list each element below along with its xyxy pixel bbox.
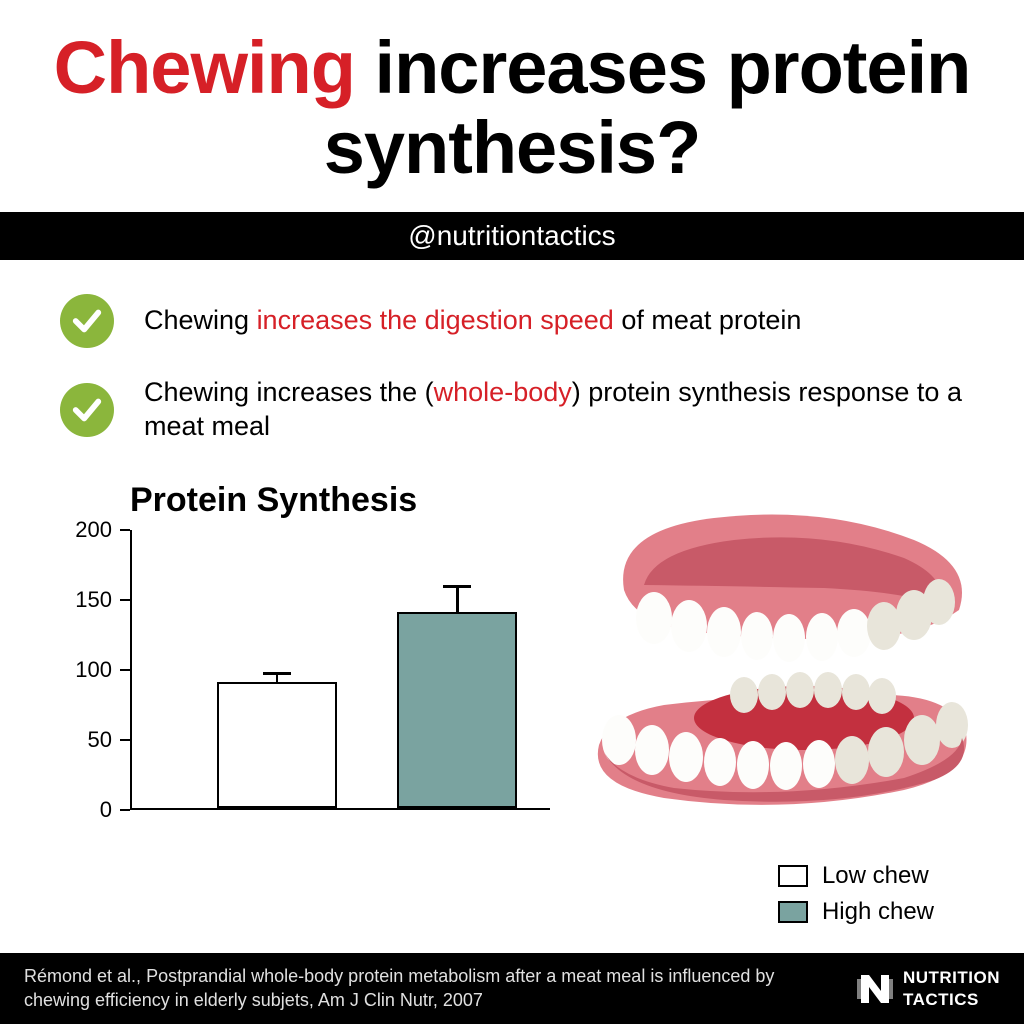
y-tick-mark — [120, 669, 130, 671]
legend: Low chew High chew — [778, 862, 934, 934]
brand-line1: NUTRITION — [903, 967, 1000, 989]
legend-item: Low chew — [778, 862, 934, 890]
legend-label: High chew — [822, 898, 934, 926]
bullet-row: Chewing increases the (whole-body) prote… — [60, 376, 964, 444]
y-tick-label: 200 — [75, 517, 112, 543]
bullet-list: Chewing increases the digestion speed of… — [0, 260, 1024, 482]
brand-icon — [855, 969, 895, 1009]
error-bar — [276, 673, 279, 684]
plot-area — [130, 530, 550, 810]
handle-text: @nutritiontactics — [408, 220, 615, 251]
bullet-text: Chewing increases the digestion speed of… — [144, 304, 801, 338]
title-highlight: Chewing — [54, 26, 355, 109]
chart-bar — [397, 612, 517, 808]
brand-logo: NUTRITION TACTICS — [855, 967, 1000, 1011]
chart-area: Protein Synthesis 0 50 100 150 200 — [40, 481, 560, 820]
legend-label: Low chew — [822, 862, 929, 890]
legend-item: High chew — [778, 898, 934, 926]
teeth-illustration — [564, 500, 984, 815]
chart-bar — [217, 682, 337, 808]
error-cap — [263, 672, 291, 675]
chart-canvas: 050100150200 — [60, 530, 560, 820]
footer-bar: Rémond et al., Postprandial whole-body p… — [0, 953, 1024, 1024]
y-tick-mark — [120, 599, 130, 601]
error-cap — [443, 585, 471, 588]
y-tick-label: 150 — [75, 587, 112, 613]
y-tick-mark — [120, 739, 130, 741]
legend-swatch — [778, 901, 808, 923]
error-bar — [456, 586, 459, 614]
check-icon — [60, 294, 114, 348]
y-tick-mark — [120, 529, 130, 531]
title-rest: increases protein synthesis? — [324, 26, 971, 189]
y-tick-label: 50 — [88, 727, 112, 753]
page-title: Chewing increases protein synthesis? — [0, 0, 1024, 212]
chart-title: Protein Synthesis — [130, 481, 560, 520]
bullet-text: Chewing increases the (whole-body) prote… — [144, 376, 964, 444]
handle-bar: @nutritiontactics — [0, 212, 1024, 260]
legend-swatch — [778, 865, 808, 887]
check-icon — [60, 383, 114, 437]
brand-line2: TACTICS — [903, 989, 1000, 1011]
y-axis: 050100150200 — [60, 530, 120, 810]
y-tick-label: 100 — [75, 657, 112, 683]
bullet-row: Chewing increases the digestion speed of… — [60, 294, 964, 348]
citation-text: Rémond et al., Postprandial whole-body p… — [24, 965, 855, 1012]
y-tick-label: 0 — [100, 797, 112, 823]
y-tick-mark — [120, 809, 130, 811]
